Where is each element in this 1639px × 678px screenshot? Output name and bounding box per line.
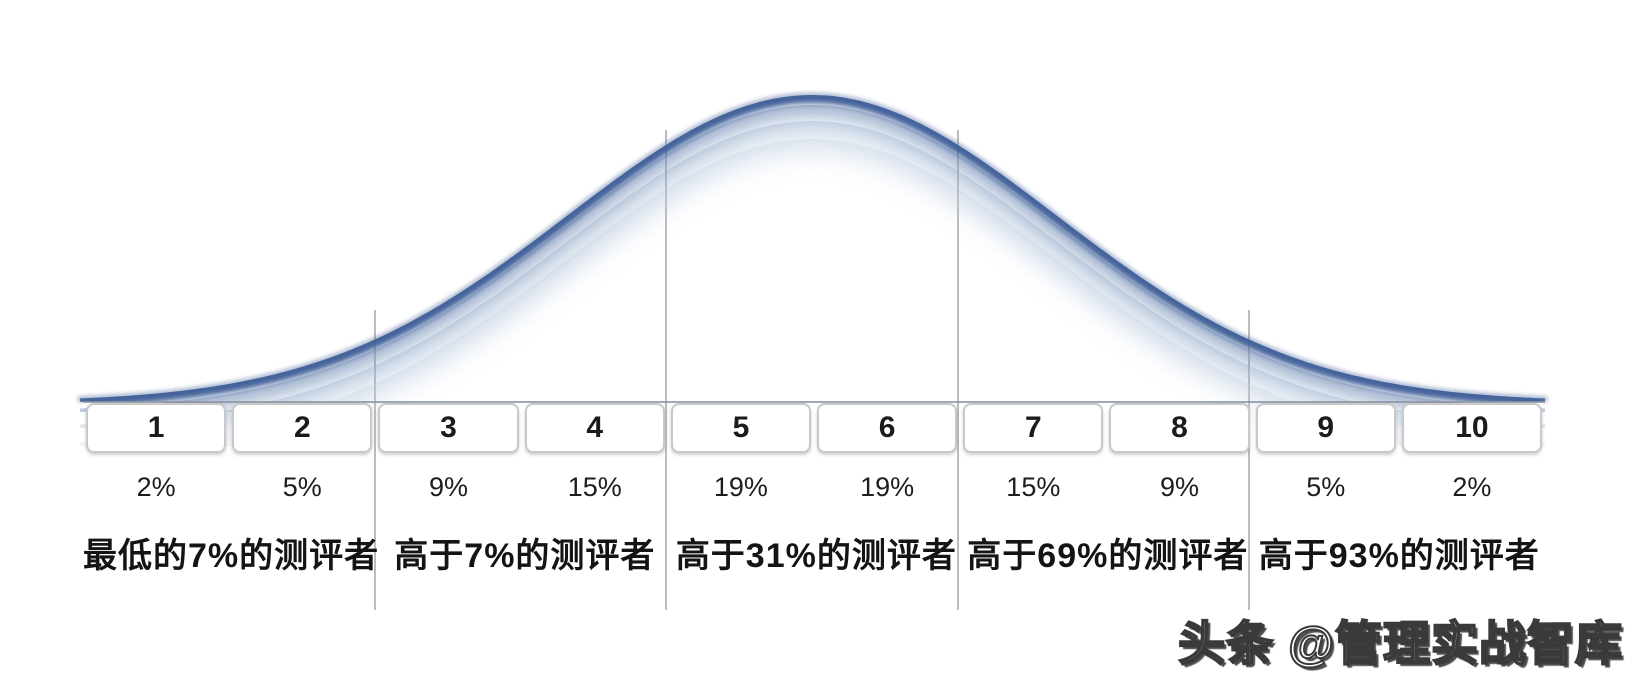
percent-label: 9% (428, 472, 469, 502)
percent-label: 19% (860, 472, 915, 502)
percent-label: 19% (713, 472, 768, 502)
score-box-3: 3 (378, 403, 519, 453)
percent-row: 2% 5% 9% 15% 19% 19% 15% 9% 5% 2% (83, 470, 1545, 504)
percent-label: 5% (282, 472, 322, 502)
watermark: 头条 @管理实战智库 (1177, 616, 1623, 671)
group-label-1: 最低的7%的测评者 (83, 537, 380, 575)
group-label-row: 最低的7%的测评者 高于7%的测评者 高于31%的测评者 高于69%的测评者 高… (83, 533, 1545, 579)
score-box-label: 4 (586, 411, 604, 444)
score-box-1: 1 (86, 403, 227, 453)
score-box-2: 2 (232, 403, 373, 453)
score-box-8: 8 (1109, 403, 1250, 453)
group-label-5: 高于93%的测评者 (1258, 537, 1540, 575)
score-box-label: 1 (147, 411, 165, 444)
percent-label: 15% (1006, 472, 1061, 502)
score-box-label: 8 (1171, 411, 1188, 444)
percent-label: 15% (567, 472, 622, 502)
score-box-7: 7 (963, 403, 1104, 453)
score-box-9: 9 (1255, 403, 1396, 453)
score-box-label: 3 (440, 411, 457, 444)
percent-label: 9% (1160, 472, 1200, 502)
percent-label: 2% (136, 472, 176, 502)
bell-curve-stroke (80, 121, 1545, 428)
group-label-3: 高于31%的测评者 (675, 537, 957, 575)
score-box-label: 9 (1317, 411, 1335, 444)
bell-curve-stroke (80, 105, 1545, 412)
score-box-10: 10 (1401, 403, 1543, 453)
percent-label: 5% (1306, 472, 1346, 502)
group-label-2: 高于7%的测评者 (394, 537, 656, 575)
score-box-label: 2 (293, 411, 311, 444)
score-box-5: 5 (670, 403, 812, 453)
score-box-label: 6 (878, 411, 896, 444)
percent-label: 2% (1452, 472, 1492, 502)
score-box-4: 4 (524, 403, 665, 453)
score-box-label: 10 (1455, 411, 1489, 444)
group-label-4: 高于69%的测评者 (967, 537, 1249, 575)
score-box-6: 6 (817, 403, 958, 453)
score-box-row: 1 2 3 4 5 6 7 8 9 10 (83, 403, 1545, 453)
bell-curve-stroke (80, 95, 1545, 402)
score-box-label: 7 (1024, 411, 1042, 444)
score-box-label: 5 (732, 411, 750, 444)
bell-curve-band (78, 93, 1547, 446)
